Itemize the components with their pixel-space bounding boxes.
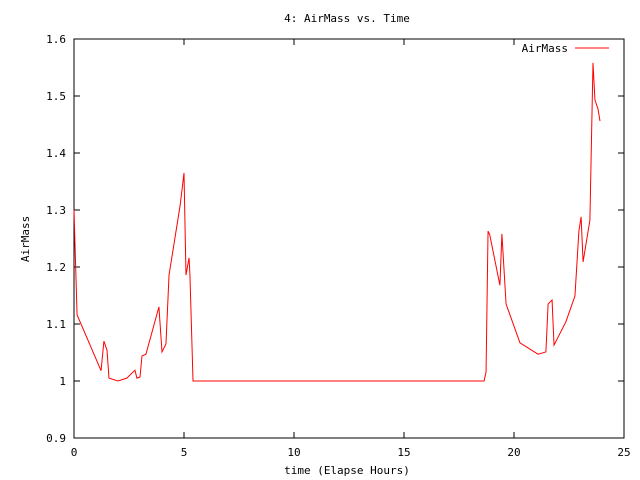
y-tick-label: 1.5 xyxy=(46,90,66,103)
x-tick-label: 25 xyxy=(617,446,630,459)
y-tick-label: 1 xyxy=(59,375,66,388)
y-tick-label: 0.9 xyxy=(46,432,66,445)
x-tick-label: 5 xyxy=(181,446,188,459)
y-tick-label: 1.6 xyxy=(46,33,66,46)
y-tick-label: 1.3 xyxy=(46,204,66,217)
x-tick-label: 0 xyxy=(71,446,78,459)
x-axis-label: time (Elapse Hours) xyxy=(284,464,410,477)
y-tick-label: 1.1 xyxy=(46,318,66,331)
x-tick-label: 10 xyxy=(287,446,300,459)
x-tick-label: 20 xyxy=(507,446,520,459)
y-tick-label: 1.2 xyxy=(46,261,66,274)
data-line xyxy=(73,62,601,382)
legend-label: AirMass xyxy=(522,42,568,55)
y-tick-label: 1.4 xyxy=(46,147,66,160)
x-tick-label: 15 xyxy=(397,446,410,459)
plot-border xyxy=(73,38,625,439)
y-axis-label: AirMass xyxy=(19,216,32,262)
chart-title: 4: AirMass vs. Time xyxy=(284,12,410,25)
